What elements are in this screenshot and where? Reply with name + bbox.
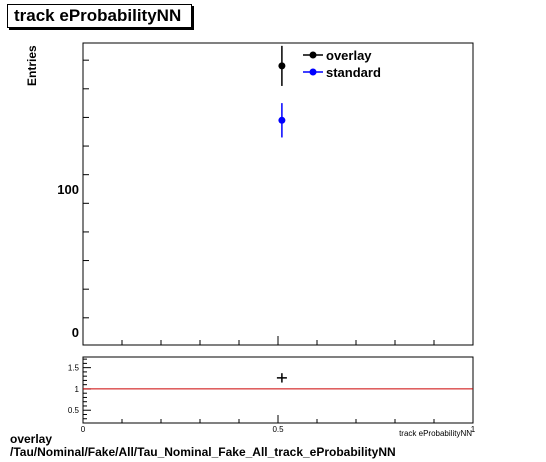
y-axis-label: Entries — [25, 45, 39, 86]
caption-path: /Tau/Nominal/Fake/All/Tau_Nominal_Fake_A… — [10, 445, 396, 459]
ratio-y-tick-label: 1.5 — [68, 364, 80, 373]
ratio-x-tick-label: 0 — [81, 425, 86, 434]
chart-title: track eProbabilityNN — [14, 6, 182, 25]
ratio-axis-ticks — [82, 358, 474, 423]
ratio-y-tick-label: 0.5 — [68, 406, 80, 415]
main-axis-labels: 0 100 — [57, 182, 79, 340]
main-axis-ticks — [82, 59, 474, 345]
ratio-y-tick-label: 1 — [75, 385, 80, 394]
y-tick-label: 100 — [57, 182, 79, 197]
caption-label: overlay — [10, 432, 53, 446]
ratio-plot-frame — [82, 356, 474, 424]
ratio-x-axis-label: track eProbabilityNN — [399, 429, 472, 438]
legend-label-overlay: overlay — [326, 48, 372, 63]
ratio-x-tick-label: 1 — [471, 425, 476, 434]
ratio-data-points — [83, 373, 473, 390]
main-plot-frame — [82, 42, 474, 346]
title-box: track eProbabilityNN — [7, 4, 192, 28]
y-tick-label: 0 — [72, 325, 79, 340]
overlay-data-point — [278, 62, 286, 70]
main-data-points — [278, 45, 286, 138]
legend-marker-overlay — [309, 51, 317, 59]
ratio-axis-labels: 0.5 1 1.5 0 0.5 1 — [68, 364, 476, 434]
legend-label-standard: standard — [326, 65, 381, 80]
standard-data-point — [278, 116, 286, 124]
legend: overlay standard — [303, 48, 381, 80]
ratio-x-tick-label: 0.5 — [272, 425, 284, 434]
legend-marker-standard — [309, 68, 317, 76]
